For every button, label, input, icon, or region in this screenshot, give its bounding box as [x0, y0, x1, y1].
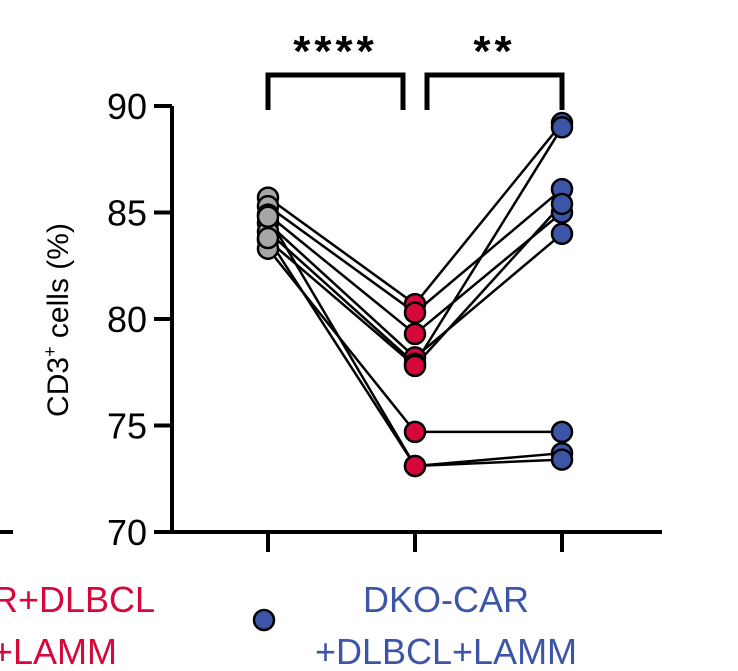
- legend: R+DLBCL +LAMM DKO-CAR +DLBCL+LAMM: [0, 579, 577, 671]
- legend-marker-2: [252, 608, 276, 632]
- data-point: [550, 192, 574, 216]
- data-point: [403, 301, 427, 324]
- data-point: [403, 454, 427, 478]
- y-tick-label: 75: [107, 406, 147, 447]
- data-points: [256, 111, 574, 478]
- y-ticks: 70 75 80 85 90: [107, 86, 172, 553]
- y-axis-label: CD3+ cells (%): [40, 223, 75, 417]
- data-point: [550, 116, 574, 139]
- data-point: [403, 420, 427, 444]
- data-point: [550, 420, 574, 444]
- data-point: [550, 222, 574, 246]
- significance-label: ****: [293, 27, 378, 76]
- legend-item-1-line-1: R+DLBCL: [0, 579, 155, 620]
- legend-item-2-line-2: +DLBCL+LAMM: [315, 631, 577, 671]
- significance-brackets: **** **: [265, 27, 565, 110]
- y-tick-label: 85: [107, 193, 147, 234]
- data-point: [256, 226, 280, 250]
- y-axis-label-sup: +: [40, 346, 60, 357]
- data-point: [550, 448, 574, 471]
- significance-bracket: [265, 72, 406, 110]
- data-point: [256, 205, 280, 229]
- legend-item-1-line-2: +LAMM: [0, 631, 117, 671]
- data-point: [403, 322, 427, 346]
- y-tick-label: 70: [107, 512, 147, 553]
- data-point: [403, 354, 427, 378]
- significance-label: **: [473, 27, 515, 76]
- significance-bracket: [424, 72, 565, 110]
- y-tick-label: 90: [107, 86, 147, 127]
- legend-item-2-line-1: DKO-CAR: [363, 579, 529, 620]
- x-ticks: [266, 532, 564, 552]
- y-tick-label: 80: [107, 299, 147, 340]
- y-axis-label-rest: cells (%): [42, 223, 75, 346]
- y-axis-label-main: CD3: [42, 357, 75, 417]
